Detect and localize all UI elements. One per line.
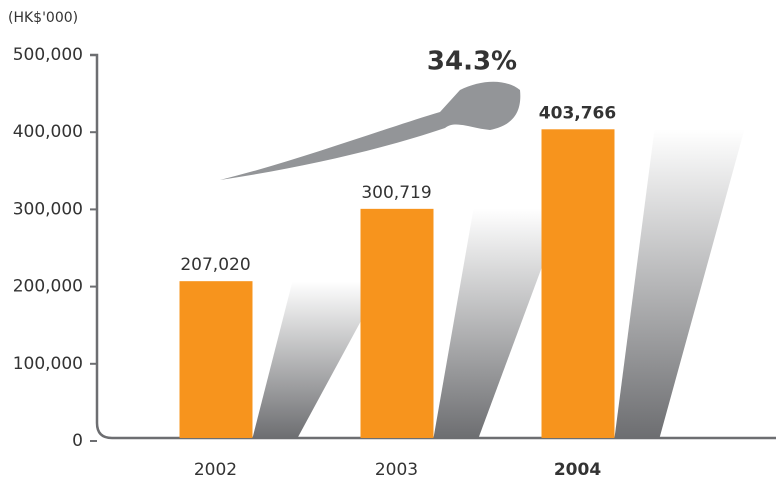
unit-label: (HK$'000)	[8, 10, 78, 26]
growth-annotation: 34.3%	[427, 47, 517, 77]
axis-line	[90, 53, 776, 440]
x-tick-label: 2003	[375, 460, 418, 480]
bar-shadow	[433, 208, 564, 438]
bar	[541, 129, 615, 438]
value-label: 403,766	[539, 103, 616, 123]
value-label: 207,020	[180, 255, 250, 275]
y-tick-label: 300,000	[13, 199, 83, 219]
growth-arrow	[220, 81, 521, 180]
x-tick-label: 2002	[194, 460, 237, 480]
bar	[179, 281, 253, 438]
bar	[360, 208, 434, 438]
y-tick-label: 200,000	[13, 277, 83, 297]
y-tick-label: 400,000	[13, 122, 83, 142]
x-tick-label: 2004	[554, 460, 601, 480]
bar-shadow	[614, 129, 745, 438]
bar-shadow	[252, 281, 383, 438]
y-tick-label: 0	[72, 431, 83, 451]
y-tick-label: 100,000	[13, 354, 83, 374]
y-tick-label: 500,000	[13, 45, 83, 65]
value-label: 300,719	[361, 183, 431, 203]
